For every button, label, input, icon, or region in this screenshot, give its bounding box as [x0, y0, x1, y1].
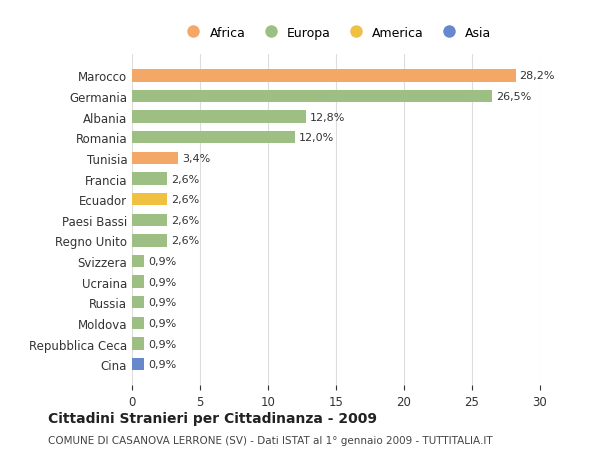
- Text: 0,9%: 0,9%: [148, 318, 176, 328]
- Bar: [132, 276, 144, 288]
- Bar: [132, 91, 493, 103]
- Bar: [132, 132, 295, 144]
- Text: 2,6%: 2,6%: [172, 174, 200, 184]
- Text: 12,0%: 12,0%: [299, 133, 335, 143]
- Bar: [132, 358, 144, 370]
- Bar: [132, 317, 144, 330]
- Bar: [132, 173, 167, 185]
- Bar: [132, 111, 306, 123]
- Text: 2,6%: 2,6%: [172, 195, 200, 205]
- Bar: [132, 214, 167, 226]
- Bar: [132, 235, 167, 247]
- Text: 0,9%: 0,9%: [148, 277, 176, 287]
- Text: COMUNE DI CASANOVA LERRONE (SV) - Dati ISTAT al 1° gennaio 2009 - TUTTITALIA.IT: COMUNE DI CASANOVA LERRONE (SV) - Dati I…: [48, 435, 493, 445]
- Text: 0,9%: 0,9%: [148, 359, 176, 369]
- Text: 2,6%: 2,6%: [172, 236, 200, 246]
- Bar: [132, 297, 144, 309]
- Text: 28,2%: 28,2%: [520, 71, 555, 81]
- Text: 2,6%: 2,6%: [172, 215, 200, 225]
- Text: Cittadini Stranieri per Cittadinanza - 2009: Cittadini Stranieri per Cittadinanza - 2…: [48, 411, 377, 425]
- Bar: [132, 255, 144, 268]
- Legend: Africa, Europa, America, Asia: Africa, Europa, America, Asia: [176, 22, 496, 45]
- Bar: [132, 152, 178, 165]
- Bar: [132, 338, 144, 350]
- Bar: [132, 70, 515, 83]
- Bar: [132, 194, 167, 206]
- Text: 26,5%: 26,5%: [496, 92, 532, 102]
- Text: 0,9%: 0,9%: [148, 297, 176, 308]
- Text: 0,9%: 0,9%: [148, 339, 176, 349]
- Text: 12,8%: 12,8%: [310, 112, 346, 123]
- Text: 0,9%: 0,9%: [148, 257, 176, 267]
- Text: 3,4%: 3,4%: [182, 154, 211, 163]
